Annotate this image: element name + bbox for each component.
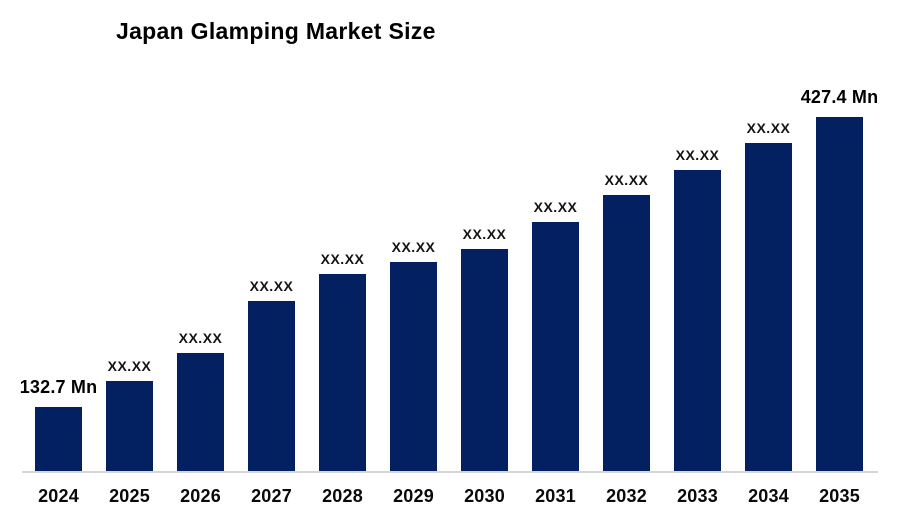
bar-2029 [390,262,437,471]
bar-column-2029: XX.XX [378,240,449,471]
bar-column-2030: XX.XX [449,227,520,471]
bar-2028 [319,274,366,471]
bar-value-label: XX.XX [107,358,152,374]
bar-column-2024: 132.7 Mn [20,378,97,471]
x-axis-label-2029: 2029 [393,486,434,506]
bar-2035 [816,117,863,471]
bar-value-label: XX.XX [249,278,294,294]
bar-value-label: XX.XX [675,147,720,163]
bar-2027 [248,301,295,471]
x-axis-label-2024: 2024 [38,486,79,506]
bar-column-2028: XX.XX [307,252,378,471]
bar-value-label: XX.XX [604,172,649,188]
bar-value-label: XX.XX [391,239,436,255]
bar-2025 [106,381,153,471]
bar-2030 [461,249,508,471]
x-axis-line [22,471,878,473]
x-axis-label-2028: 2028 [322,486,363,506]
bar-value-label: XX.XX [533,199,578,215]
x-axis-label-2027: 2027 [251,486,292,506]
bar-value-label: XX.XX [178,330,223,346]
x-axis-label-2026: 2026 [180,486,221,506]
bar-value-label: 427.4 Mn [800,87,879,107]
bar-column-2032: XX.XX [591,173,662,471]
bar-column-2033: XX.XX [662,148,733,471]
bar-2034 [745,143,792,471]
bar-2031 [532,222,579,471]
bar-column-2034: XX.XX [733,121,804,471]
x-axis-label-2031: 2031 [535,486,576,506]
x-axis-label-2025: 2025 [109,486,150,506]
bar-2032 [603,195,650,471]
bar-2024 [35,407,82,471]
x-axis-label-2034: 2034 [748,486,789,506]
bar-column-2027: XX.XX [236,279,307,471]
x-axis-label-2033: 2033 [677,486,718,506]
bar-value-label: XX.XX [462,226,507,242]
bar-column-2035: 427.4 Mn [801,88,878,471]
bar-value-label: XX.XX [320,251,365,267]
bar-column-2031: XX.XX [520,200,591,471]
bar-2033 [674,170,721,471]
bar-2026 [177,353,224,471]
bar-chart: 132.7 Mn XX.XX XX.XX XX.XX XX.XX XX.XX XX.XX XX… [20,88,878,471]
bar-value-label: XX.XX [746,120,791,136]
bar-value-label: 132.7 Mn [19,377,98,397]
x-axis-label-2030: 2030 [464,486,505,506]
x-axis-label-2035: 2035 [819,486,860,506]
bar-column-2026: XX.XX [165,331,236,471]
bar-column-2025: XX.XX [94,359,165,471]
x-axis-labels: 2024 2025 2026 2027 2028 2029 2030 2031 2032 2033… [23,486,875,507]
chart-title: Japan Glamping Market Size [116,18,436,44]
x-axis-label-2032: 2032 [606,486,647,506]
